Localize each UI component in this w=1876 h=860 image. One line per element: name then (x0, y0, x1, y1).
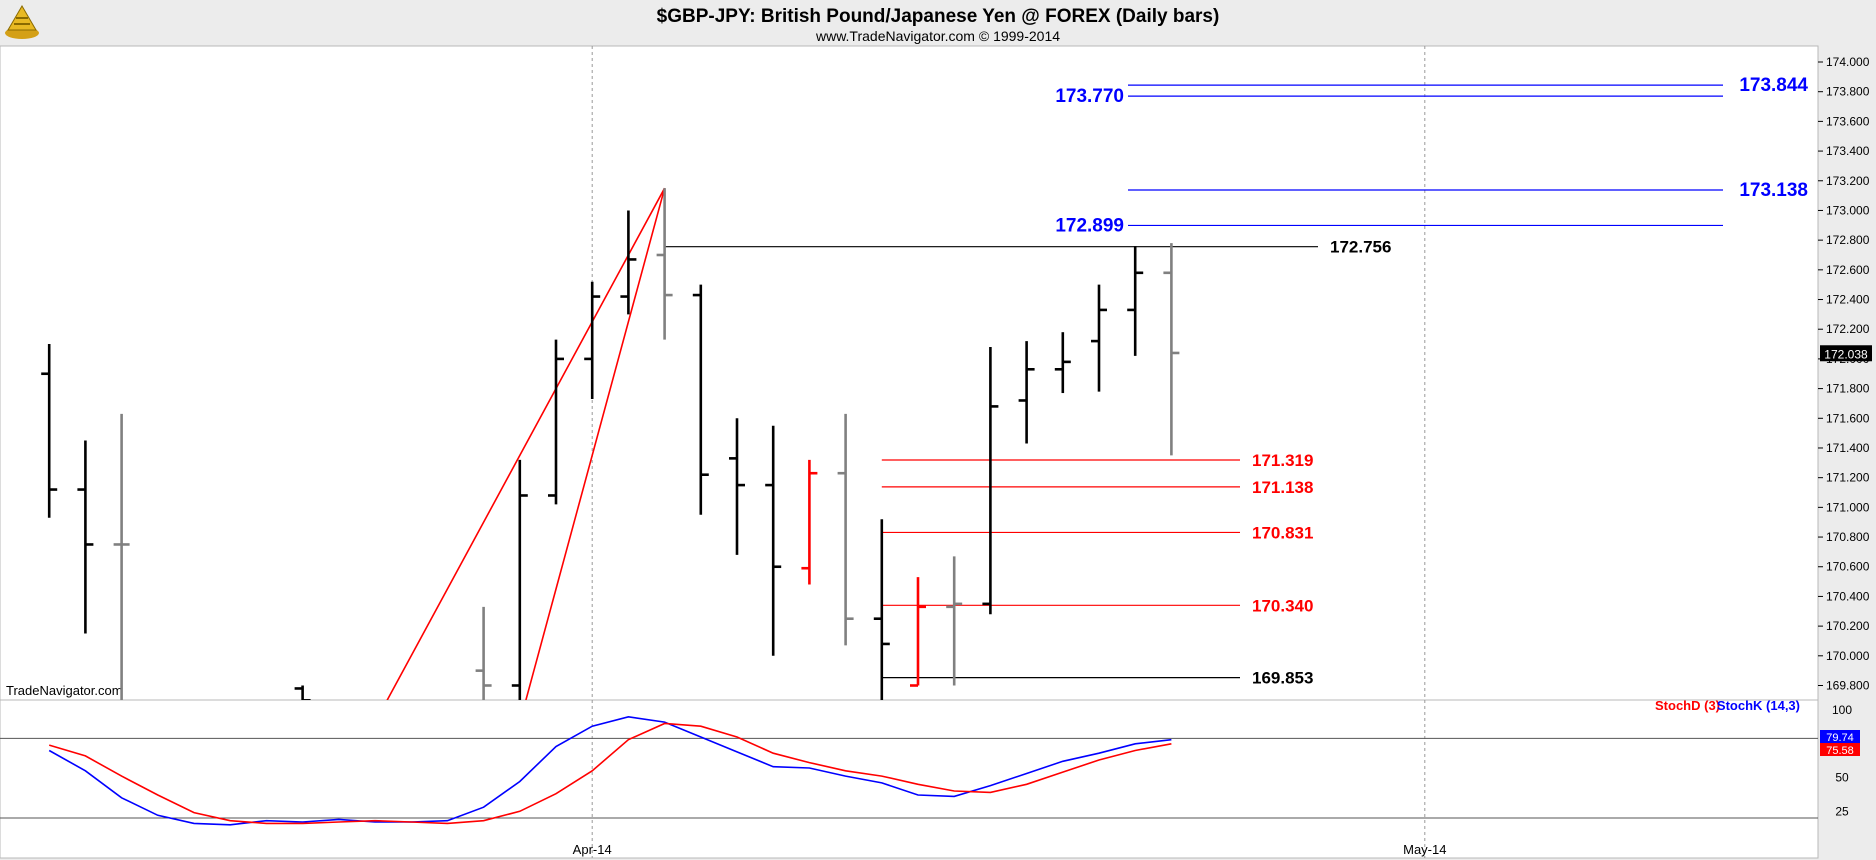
last-price-marker (1820, 345, 1872, 362)
ohlc-bar[interactable] (656, 188, 673, 340)
ohlc-bar[interactable] (801, 459, 818, 585)
y-tick-label: 170.200 (1826, 619, 1870, 633)
y-tick-label: 173.400 (1826, 144, 1870, 158)
y-tick-label: 173.000 (1826, 203, 1870, 217)
y-tick-label: 171.800 (1826, 382, 1870, 396)
ohlc-bar[interactable] (837, 413, 854, 646)
fib-level-label: 171.319 (1252, 451, 1313, 470)
y-tick-label: 170.600 (1826, 560, 1870, 574)
ohlc-bar[interactable] (765, 425, 782, 656)
axes: Apr-14 May-14 174.000 173.800 173.600 173.400… (573, 55, 1872, 857)
ohlc-bar[interactable] (946, 556, 963, 686)
ohlc-bar[interactable] (41, 344, 58, 518)
ohlc-bar[interactable] (475, 606, 492, 715)
price-panel (0, 45, 1819, 701)
y-tick-label: 171.600 (1826, 411, 1870, 425)
stoch-y-tick-label: 25 (1835, 804, 1849, 818)
stoch-k-last-label: 79.74 (1826, 732, 1854, 744)
ohlc-bar[interactable] (982, 347, 999, 615)
fib-level-label: 173.844 (1739, 75, 1808, 96)
ohlc-bar[interactable] (294, 685, 311, 716)
y-tick-label: 172.800 (1826, 233, 1870, 247)
stoch-k-line[interactable] (48, 715, 1172, 826)
stoch-k-last-marker (1820, 730, 1860, 743)
stoch-d-last-label: 75.58 (1826, 745, 1854, 757)
stoch-y-tick-label: 50 (1835, 771, 1849, 785)
y-tick-label: 170.000 (1826, 649, 1870, 663)
ohlc-bar[interactable] (1127, 246, 1144, 356)
ohlc-bar[interactable] (692, 284, 709, 515)
ohlc-bar[interactable] (548, 339, 564, 505)
watermark-text: TradeNavigator.com (6, 683, 123, 698)
chart-title: $GBP-JPY: British Pound/Japanese Yen @ F… (657, 6, 1220, 27)
y-tick-label: 173.600 (1826, 114, 1870, 128)
stoch-d-last-marker (1820, 743, 1860, 756)
legend-stoch-k: StochK (14,3) (1717, 698, 1800, 713)
ohlc-bar[interactable] (620, 210, 637, 315)
y-tick-label: 171.200 (1826, 471, 1870, 485)
stoch-panel (0, 699, 1819, 859)
y-tick-label: 172.400 (1826, 293, 1870, 307)
y-tick-label: 171.000 (1826, 500, 1870, 514)
ohlc-bar[interactable] (1054, 332, 1071, 394)
price-plot: 173.844 173.770 173.138 172.899 172.756 171.3… (41, 46, 1808, 722)
fib-level-label: 169.853 (1252, 669, 1313, 688)
last-price-label: 172.038 (1824, 347, 1868, 361)
stoch-y-tick-label: 100 (1832, 703, 1852, 717)
fib-level-label: 170.831 (1252, 523, 1313, 542)
ohlc-bar[interactable] (1163, 243, 1180, 456)
ohlc-bar[interactable] (584, 281, 601, 399)
ohlc-bar[interactable] (873, 519, 890, 700)
y-tick-label: 170.800 (1826, 530, 1870, 544)
legend-stoch-d: StochD (3) (1655, 698, 1720, 713)
y-tick-label: 172.600 (1826, 263, 1870, 277)
ohlc-bar[interactable] (910, 577, 926, 687)
x-tick-label: May-14 (1403, 842, 1446, 857)
trend-line[interactable] (520, 187, 666, 722)
logo-icon (5, 5, 39, 39)
fib-level-label: 172.756 (1330, 238, 1391, 257)
y-tick-label: 173.800 (1826, 85, 1870, 99)
fib-level-label: 171.138 (1252, 478, 1313, 497)
fib-level-label: 172.899 (1055, 215, 1124, 236)
trend-line[interactable] (375, 187, 666, 722)
ohlc-bar[interactable] (1018, 341, 1035, 444)
stoch-d-line[interactable] (48, 722, 1172, 825)
y-tick-label: 174.000 (1826, 55, 1870, 69)
y-tick-label: 170.400 (1826, 589, 1870, 603)
y-tick-label: 172.200 (1826, 322, 1870, 336)
x-tick-label: Apr-14 (573, 842, 612, 857)
fib-level-label: 173.138 (1739, 180, 1808, 201)
stochastic-plot (0, 700, 1818, 858)
ohlc-bar[interactable] (77, 440, 94, 634)
y-tick-label: 169.800 (1826, 679, 1870, 693)
fib-level-label: 170.340 (1252, 596, 1313, 615)
y-tick-label: 173.200 (1826, 174, 1870, 188)
y-tick-label: 171.400 (1826, 441, 1870, 455)
ohlc-bar[interactable] (113, 413, 130, 701)
ohlc-bar[interactable] (1091, 284, 1107, 392)
fib-level-label: 173.770 (1055, 86, 1124, 107)
chart-subtitle: www.TradeNavigator.com © 1999-2014 (815, 28, 1060, 44)
ohlc-bar[interactable] (511, 459, 528, 715)
ohlc-bar[interactable] (729, 418, 745, 555)
